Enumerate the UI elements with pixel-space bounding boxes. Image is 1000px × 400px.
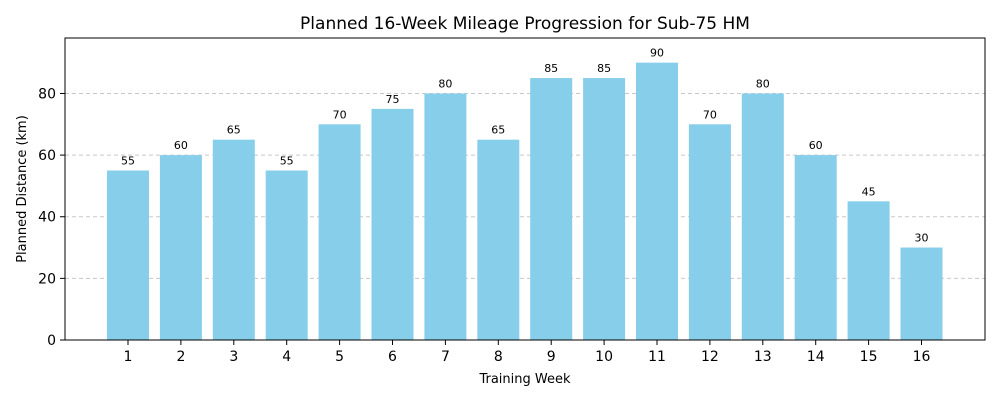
data-label: 70 — [333, 108, 347, 121]
plot-frame — [64, 37, 986, 341]
x-tick-label: 7 — [441, 349, 450, 365]
x-tick-label: 12 — [701, 349, 719, 365]
bar — [688, 124, 731, 341]
x-tick-label: 15 — [860, 349, 878, 365]
data-label: 75 — [386, 93, 400, 106]
y-axis-ticks: 0 20 40 60 80 — [38, 86, 65, 349]
data-label: 60 — [174, 139, 188, 152]
data-label: 85 — [597, 62, 611, 75]
x-tick-label: 5 — [335, 349, 344, 365]
bar — [318, 124, 361, 341]
data-label: 80 — [438, 77, 452, 90]
y-tick-label: 80 — [38, 86, 56, 102]
bar — [900, 247, 943, 340]
x-tick-label: 13 — [754, 349, 772, 365]
y-axis-label: Planned Distance (km) — [15, 115, 30, 263]
data-label: 55 — [121, 155, 135, 168]
x-tick-label: 6 — [388, 349, 397, 365]
bar — [212, 139, 255, 340]
data-label: 60 — [809, 139, 823, 152]
x-axis-label: Training Week — [478, 372, 571, 387]
data-label: 80 — [756, 77, 770, 90]
data-label: 90 — [650, 47, 664, 60]
bar — [107, 170, 149, 340]
x-tick-label: 2 — [176, 349, 185, 365]
x-tick-label: 16 — [913, 349, 931, 365]
bar — [477, 139, 520, 340]
x-tick-label: 4 — [282, 349, 291, 365]
bar — [583, 78, 626, 341]
bar — [847, 201, 890, 340]
x-tick-label: 9 — [547, 349, 556, 365]
bars — [107, 62, 943, 341]
x-tick-label: 11 — [648, 349, 666, 365]
gridlines — [65, 92, 985, 279]
data-label: 65 — [227, 124, 241, 137]
bar — [159, 155, 202, 340]
x-tick-label: 8 — [494, 349, 503, 365]
x-tick-label: 1 — [124, 349, 133, 365]
data-label: 45 — [862, 185, 876, 198]
x-tick-label: 14 — [807, 349, 825, 365]
data-label: 55 — [280, 155, 294, 168]
bar — [371, 108, 414, 340]
data-labels: 55 60 65 55 70 75 80 65 85 85 90 70 80 60 45 30 — [121, 47, 929, 245]
bar — [265, 170, 308, 340]
x-axis-ticks: 1 2 3 4 5 6 7 8 9 10 11 12 13 14 15 16 — [124, 340, 931, 365]
x-tick-label: 10 — [595, 349, 613, 365]
bar — [530, 78, 573, 341]
y-tick-label: 60 — [38, 148, 56, 164]
y-tick-label: 40 — [38, 210, 56, 226]
bar — [424, 93, 467, 340]
bar — [636, 62, 678, 340]
data-label: 85 — [544, 62, 558, 75]
y-tick-label: 20 — [38, 271, 56, 287]
bar — [794, 155, 837, 340]
data-label: 65 — [491, 124, 505, 137]
x-tick-label: 3 — [229, 349, 238, 365]
data-label: 30 — [915, 232, 929, 245]
data-label: 70 — [703, 108, 717, 121]
bar — [741, 93, 784, 340]
y-tick-label: 0 — [47, 333, 56, 349]
chart-title: Planned 16-Week Mileage Progression for … — [300, 14, 750, 34]
